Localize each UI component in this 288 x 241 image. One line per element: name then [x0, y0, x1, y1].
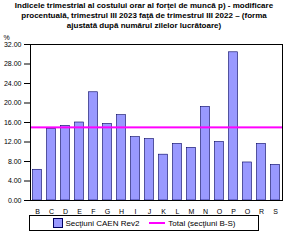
svg-text:O: O — [217, 208, 223, 214]
svg-text:16.00: 16.00 — [4, 119, 22, 126]
svg-text:E: E — [77, 208, 82, 214]
svg-text:F: F — [91, 208, 95, 214]
svg-text:D: D — [63, 208, 68, 214]
svg-text:4.00: 4.00 — [8, 177, 22, 184]
svg-text:K: K — [161, 208, 166, 214]
svg-text:%: % — [4, 34, 10, 41]
svg-text:G: G — [105, 208, 110, 214]
svg-text:0.00: 0.00 — [8, 197, 22, 204]
svg-text:J: J — [148, 208, 152, 214]
html-text:Total (secţiuni B-S): Total (secţiuni B-S) — [168, 218, 236, 228]
svg-text:28.00: 28.00 — [4, 60, 22, 67]
svg-text:32.00: 32.00 — [4, 41, 22, 48]
svg-text:C: C — [49, 208, 54, 214]
svg-text:M: M — [189, 208, 195, 214]
svg-text:H: H — [119, 208, 124, 214]
svg-text:I: I — [135, 208, 137, 214]
svg-text:L: L — [176, 208, 180, 214]
svg-text:S: S — [273, 208, 278, 214]
svg-text:8.00: 8.00 — [8, 158, 22, 165]
svg-text:N: N — [203, 208, 208, 214]
svg-text:Q: Q — [245, 208, 251, 214]
html-text:Secţiuni CAEN Rev2: Secţiuni CAEN Rev2 — [65, 218, 140, 228]
svg-text:P: P — [231, 208, 236, 214]
svg-text:20.00: 20.00 — [4, 99, 22, 106]
svg-text:R: R — [259, 208, 264, 214]
html-text:Indicele trimestrial al costul: Indicele trimestrial al costului orar al… — [14, 1, 274, 30]
svg-text:24.00: 24.00 — [4, 80, 22, 87]
svg-text:12.00: 12.00 — [4, 138, 22, 145]
svg-text:B: B — [35, 208, 40, 214]
